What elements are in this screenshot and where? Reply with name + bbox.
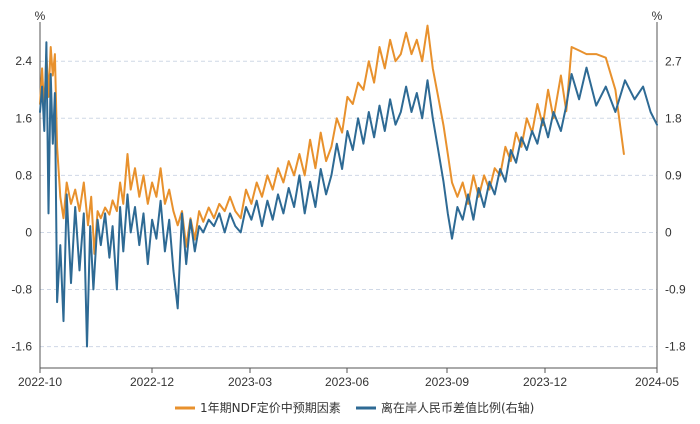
x-axis-tick-label: 2023-03 [228,375,272,389]
x-axis-tick-label: 2023-06 [325,375,369,389]
right-axis-tick-label: 0.9 [665,168,682,182]
x-axis-tick-label: 2023-09 [425,375,469,389]
right-axis-tick-label: 1.8 [665,111,682,125]
right-axis-tick-label: 2.7 [665,54,682,68]
x-axis-tick-label: 2022-10 [18,375,62,389]
left-axis-unit: % [35,9,46,23]
x-axis-tick-label: 2024-05 [635,375,679,389]
right-axis-tick-label: 0 [665,225,672,239]
left-axis-tick-label: -1.6 [11,340,32,354]
series [39,24,658,348]
left-axis-tick-label: 1.6 [15,111,32,125]
x-axis-tick-label: 2022-12 [130,375,174,389]
legend-label-ndf: 1年期NDF定价中预期因素 [200,400,341,415]
left-axis-tick-label: 2.4 [15,54,32,68]
x-axis-tick-label: 2023-12 [523,375,567,389]
series-line-offshore [39,41,658,348]
left-axis-tick-label: -0.8 [11,283,32,297]
left-axis-tick-label: 0 [25,225,32,239]
right-axis-tick-label: -0.9 [665,282,686,296]
right-axis-tick-label: -1.8 [665,339,686,353]
legend-label-offshore: 离在岸人民币差值比例(右轴) [381,400,534,415]
series-line-ndf [39,24,625,255]
right-axis-unit: % [652,9,663,23]
left-axis-tick-label: 0.8 [15,168,32,182]
legend: 1年期NDF定价中预期因素 离在岸人民币差值比例(右轴) [175,400,534,415]
axes: % % -1.6 -0.8 0 0.8 1.6 2.4 -1.8 -0.9 0 0.9 1.8 2.7… [11,9,686,389]
